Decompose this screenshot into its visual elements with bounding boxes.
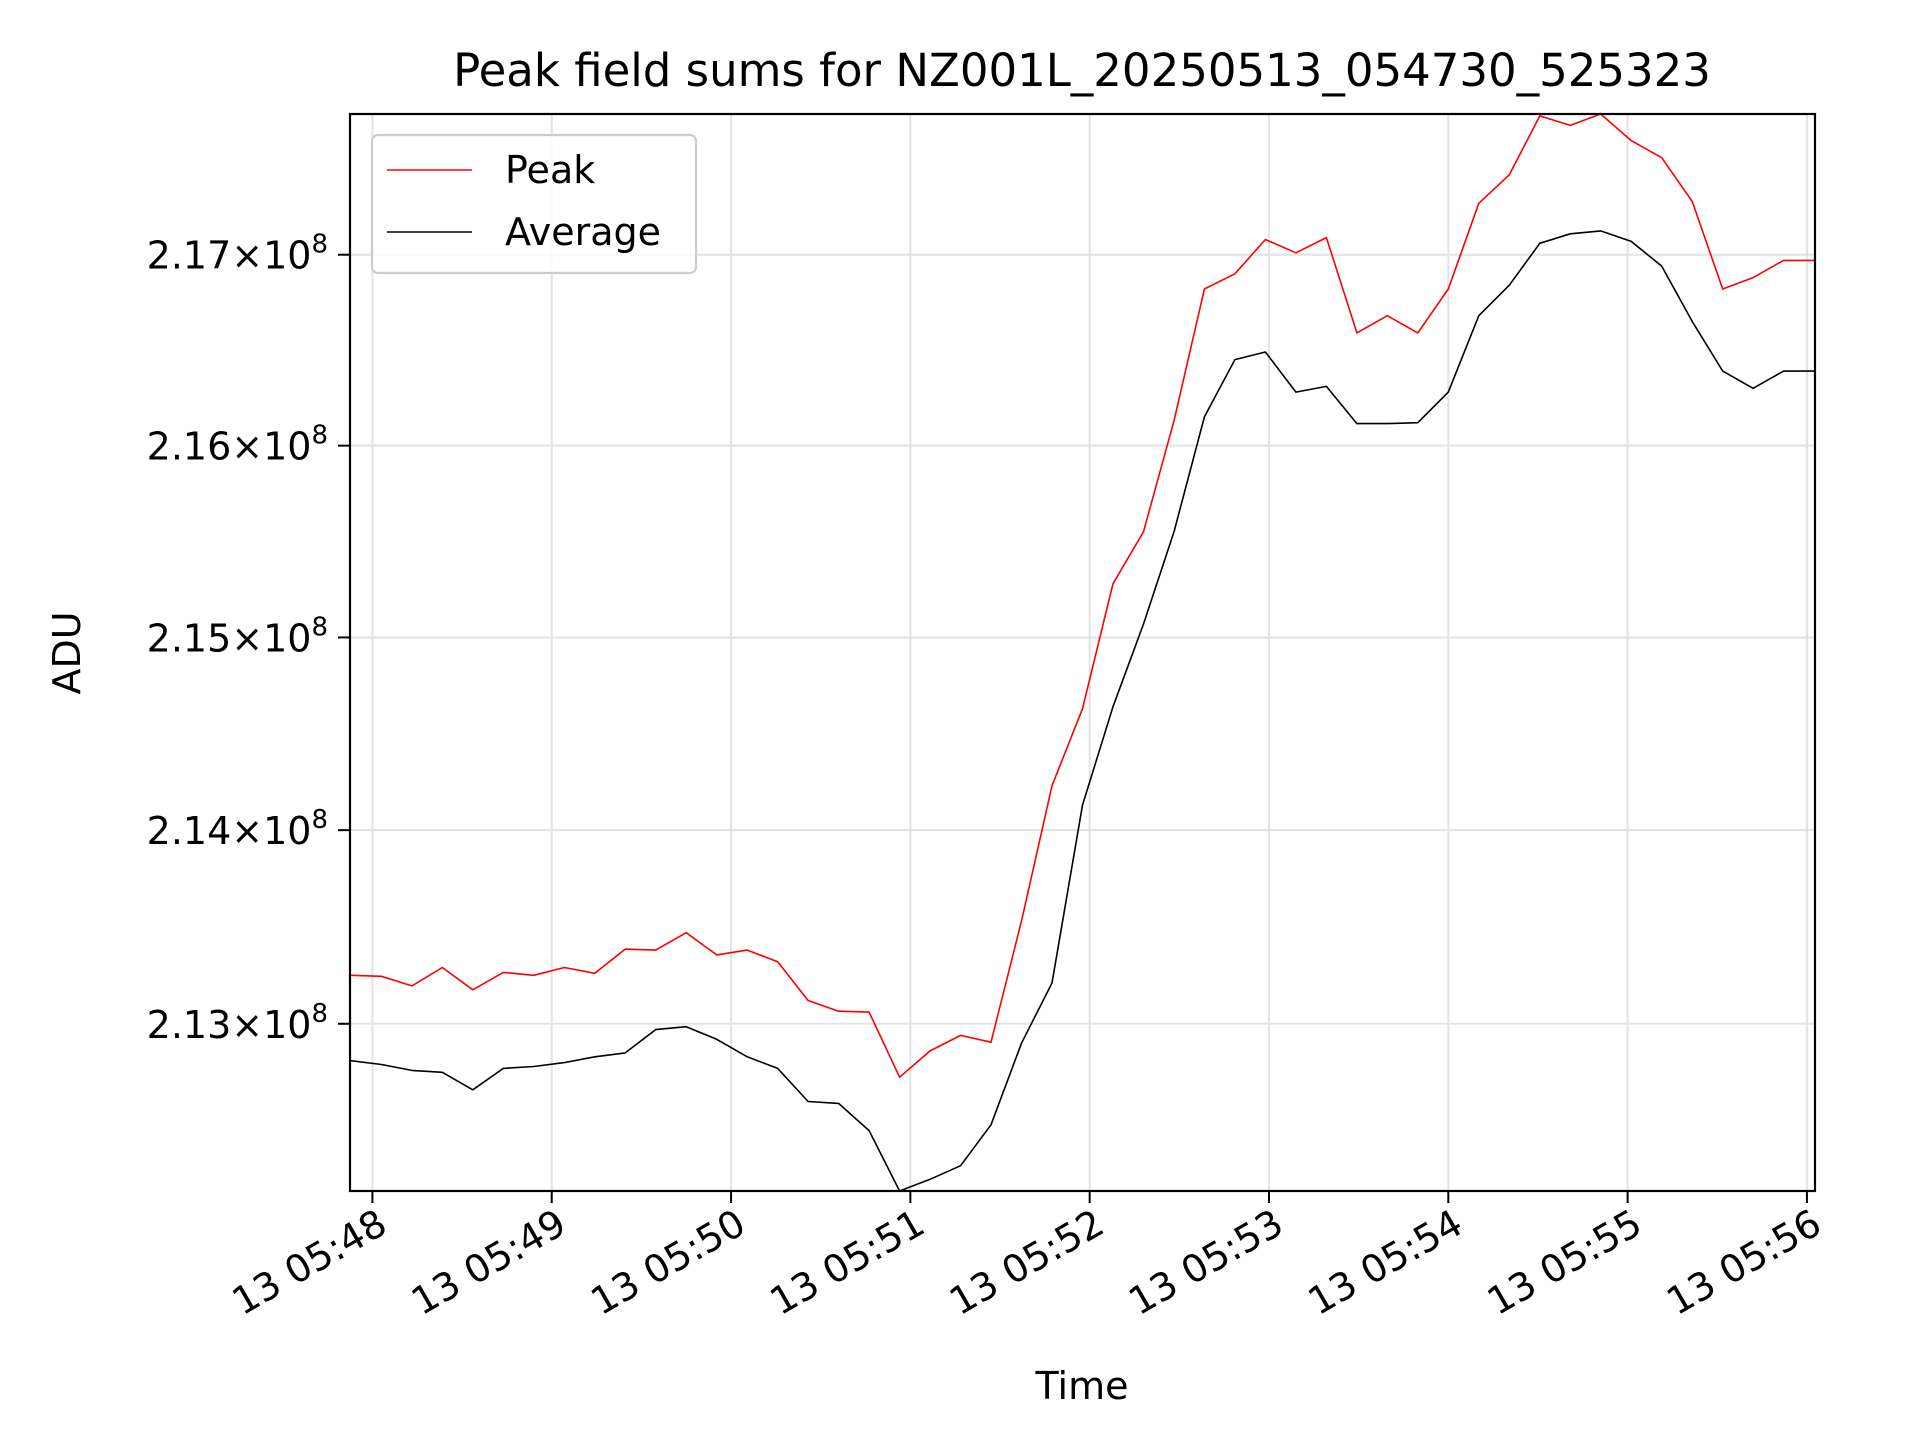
y-tick-base: 10	[263, 616, 311, 660]
y-tick-exponent: 8	[311, 612, 328, 642]
chart-title: Peak field sums for NZ001L_20250513_0547…	[453, 44, 1711, 97]
y-tick-times: ×	[231, 809, 263, 853]
y-tick-times: ×	[231, 234, 263, 278]
legend-label-peak: Peak	[505, 148, 595, 192]
y-tick-base: 10	[263, 809, 311, 853]
y-tick-label: 2.13×108	[147, 999, 328, 1047]
y-tick-label: 2.16×108	[147, 421, 328, 469]
y-tick-times: ×	[231, 1003, 263, 1047]
y-tick-exponent: 8	[311, 805, 328, 835]
y-tick-base: 10	[263, 425, 311, 469]
y-tick-base: 10	[263, 1003, 311, 1047]
y-tick-label: 2.17×108	[147, 230, 328, 278]
series-lines	[350, 113, 1815, 1192]
legend-entry-peak: Peak	[387, 148, 595, 192]
y-tick-label: 2.15×108	[147, 612, 328, 660]
y-tick-mantissa: 2.14	[147, 809, 232, 853]
y-tick-times: ×	[231, 425, 263, 469]
y-axis-title: ADU	[45, 611, 89, 694]
y-tick-exponent: 8	[311, 421, 328, 451]
y-tick-mantissa: 2.17	[147, 234, 232, 278]
y-tick-mantissa: 2.13	[147, 1003, 232, 1047]
legend: Peak Average	[370, 133, 698, 275]
legend-entry-average: Average	[387, 210, 661, 254]
y-tick-mantissa: 2.16	[147, 425, 232, 469]
gridlines	[350, 114, 1815, 1191]
plot-area-frame	[348, 112, 1817, 1193]
y-tick-base: 10	[263, 234, 311, 278]
y-tick-times: ×	[231, 616, 263, 660]
y-tick-label: 2.14×108	[147, 805, 328, 853]
y-tick-mantissa: 2.15	[147, 616, 232, 660]
y-tick-exponent: 8	[311, 999, 328, 1029]
y-tick-exponent: 8	[311, 230, 328, 260]
series-line-average	[350, 230, 1815, 1192]
legend-label-average: Average	[505, 210, 661, 254]
x-axis-title: Time	[1035, 1364, 1129, 1408]
series-line-peak	[350, 113, 1815, 1078]
